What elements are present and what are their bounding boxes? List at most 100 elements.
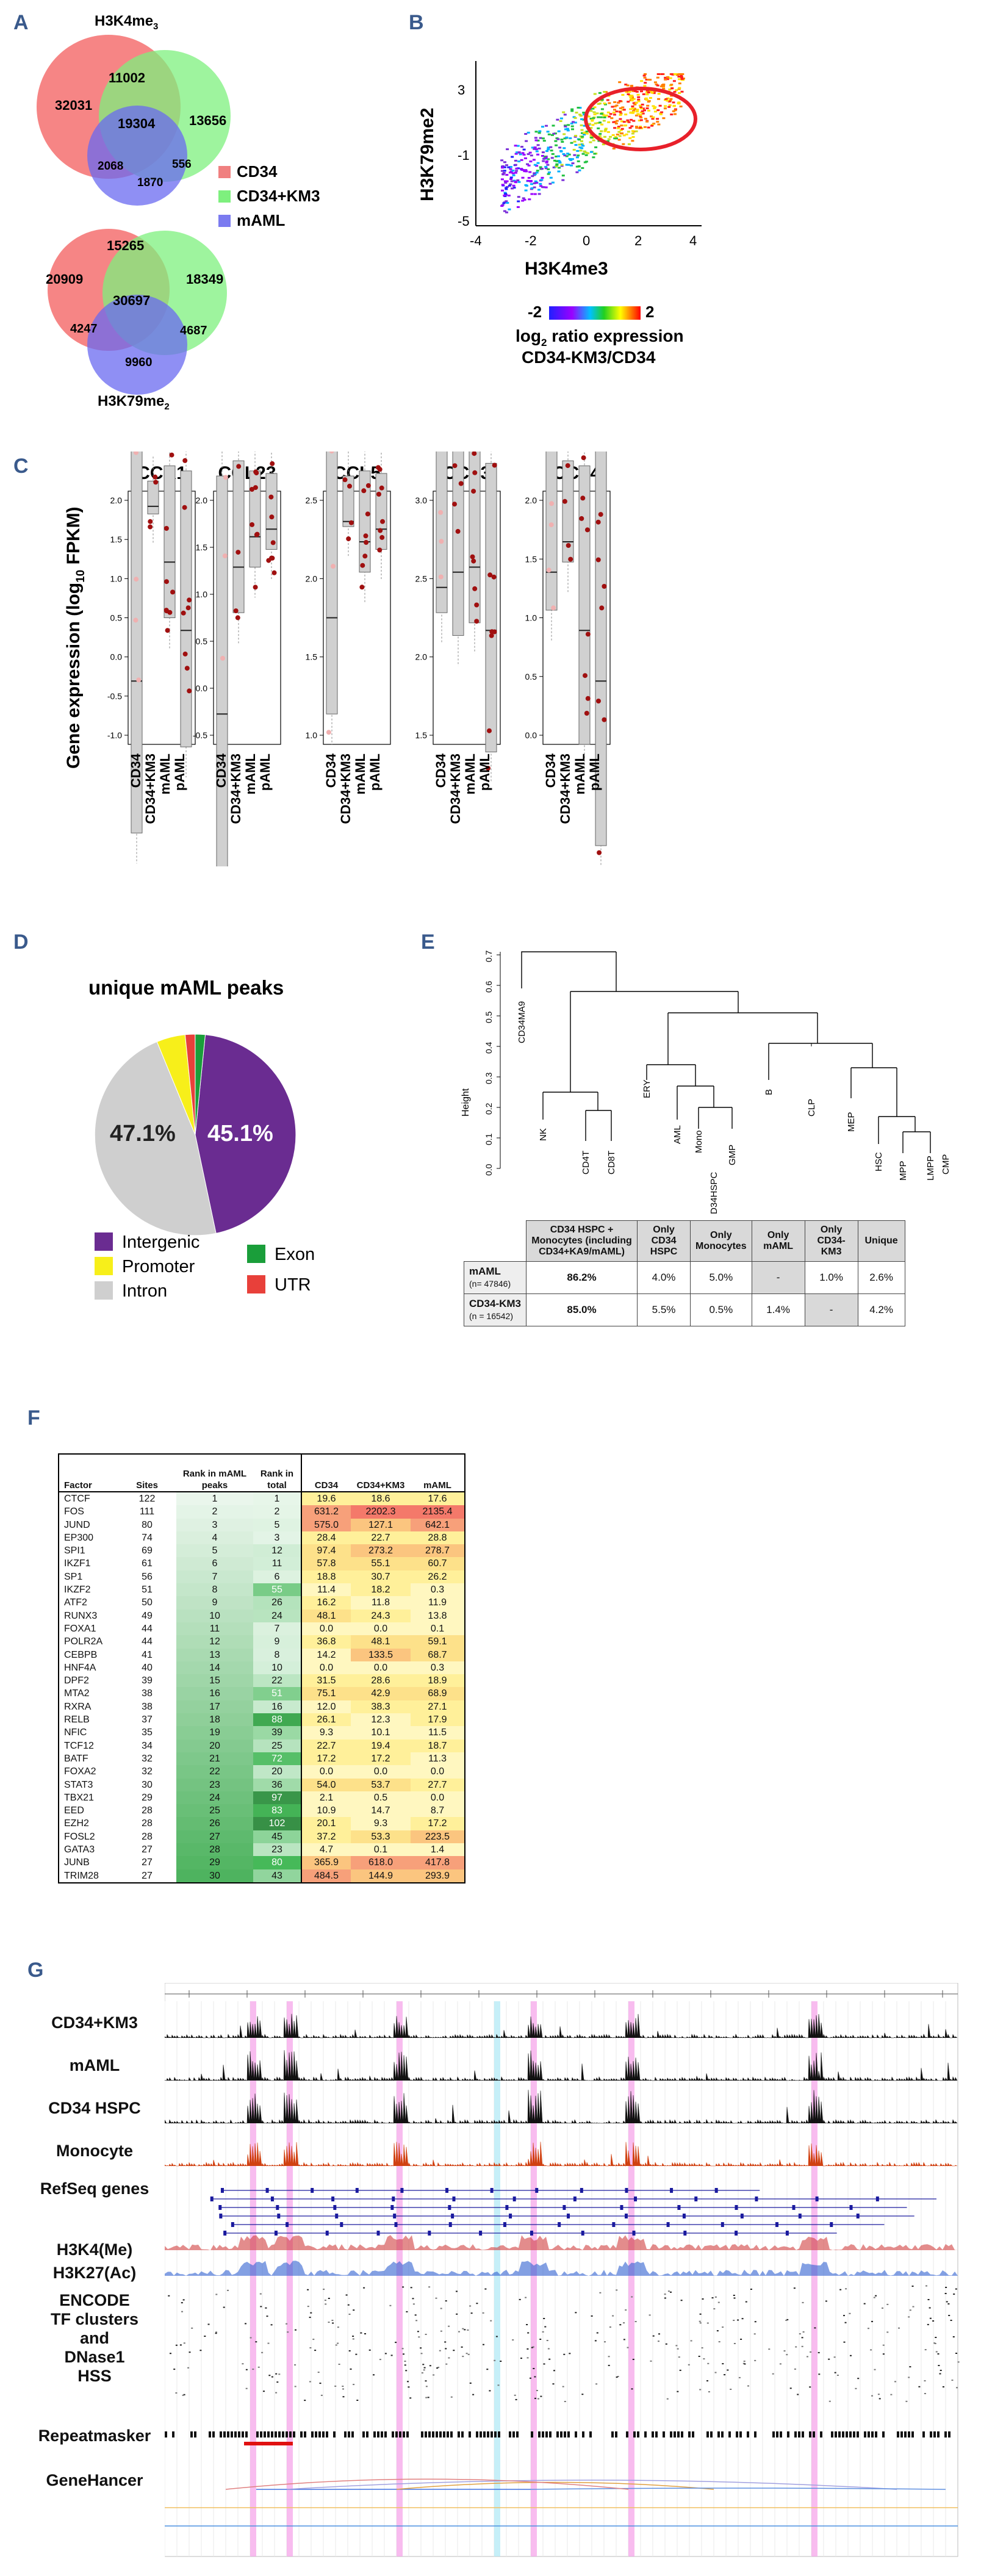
cell: 18.2 (351, 1583, 411, 1597)
scatter-point (604, 129, 608, 131)
boxplot-ccl4: CCL4 2.0 1.5 1.0 0.5 0.0 CD34 CD34+KM3 mAML pAML (525, 452, 611, 866)
scatter-point (506, 202, 509, 204)
scatter-point (635, 127, 639, 129)
scatter-point (560, 164, 564, 166)
cell: 24.3 (351, 1609, 411, 1622)
tf-header-cd34km3: CD34+KM3 (351, 1454, 411, 1492)
highlight-band (531, 2001, 537, 2556)
scatter-point (644, 97, 648, 99)
cell: 48.1 (351, 1635, 411, 1649)
data-point (471, 489, 476, 494)
ytick: 1.5 (415, 730, 428, 740)
scatter-point (544, 186, 548, 189)
cell: 0.0 (301, 1765, 351, 1779)
scatter-point (631, 105, 634, 107)
scatter-point (659, 85, 663, 88)
cell: 29 (142, 1792, 153, 1803)
scatter-point (570, 108, 574, 110)
cell: GATA3 (64, 1844, 95, 1855)
cell: 28.6 (351, 1674, 411, 1688)
scatter-point (618, 81, 622, 84)
scatter-point (608, 115, 611, 118)
boxplot-ylabel: Gene expression (log10 FPKM) (63, 506, 87, 769)
cell: 23 (253, 1843, 302, 1857)
scatter-point (649, 97, 652, 99)
scatter-point (598, 121, 602, 124)
scatter-point (670, 84, 674, 86)
panel-label-b: B (409, 11, 424, 34)
scatter-point (550, 157, 554, 159)
data-point (182, 651, 188, 657)
scatter-point (619, 129, 623, 131)
scatter-point (593, 93, 597, 95)
cell: 20 (253, 1765, 302, 1779)
scatter-point (555, 156, 558, 157)
data-point (133, 617, 138, 623)
scatter-point (639, 126, 642, 129)
track-label-encode: ENCODE TF clusters and DNase1 HSS (50, 2291, 139, 2385)
panel-label-c: C (13, 455, 29, 478)
venn-bottom-center: 30697 (113, 293, 150, 308)
cell: 38 (142, 1701, 153, 1712)
table-row: FOSL2 28 27 45 37.2 53.3 223.5 (59, 1830, 465, 1844)
scatter-point (578, 139, 581, 141)
scatter-point (579, 115, 583, 117)
data-point (365, 483, 371, 488)
data-point (452, 502, 457, 507)
scatter-point (630, 95, 634, 97)
scatter-point (562, 111, 566, 113)
colorbar-max: 2 (645, 303, 654, 321)
cell: 14.7 (351, 1804, 411, 1818)
box (452, 452, 464, 636)
scatter-point (600, 123, 604, 126)
scatter-point (632, 120, 636, 122)
cell: 7 (176, 1570, 253, 1584)
scatter-point (503, 192, 507, 194)
tf-header-factor: Factor (59, 1454, 118, 1492)
scatter-point (533, 186, 536, 189)
data-point (134, 577, 139, 582)
scatter-point (547, 158, 550, 160)
scatter-point (591, 120, 594, 122)
scatter-point (578, 113, 582, 116)
cell: 1.0% (804, 1261, 858, 1294)
scatter-point (519, 153, 522, 156)
data-point (379, 534, 385, 540)
scatter-point (534, 139, 538, 142)
group-label: CD34+KM3 (558, 754, 573, 824)
leaf-aml: AML (672, 1125, 683, 1144)
scatter-point (522, 154, 526, 156)
cell: 11.9 (411, 1596, 465, 1610)
ytick: 2.0 (196, 495, 208, 505)
data-point (549, 501, 555, 506)
scatter-point (629, 96, 633, 99)
scatter-point (508, 171, 512, 174)
cell: 11.3 (411, 1752, 465, 1766)
scatter-point (659, 112, 663, 115)
scatter-point (641, 107, 645, 110)
scatter-point (585, 131, 589, 133)
cell: 43 (253, 1869, 302, 1883)
scatter-point (602, 143, 605, 146)
cell: 28 (176, 1843, 253, 1857)
cell: 11 (253, 1557, 302, 1570)
scatter-point (545, 124, 548, 127)
data-point (492, 629, 497, 635)
scatter-point (641, 103, 644, 106)
cell: 20 (176, 1739, 253, 1752)
cell: TBX21 (64, 1792, 94, 1803)
scatter-point (535, 171, 539, 174)
cell: 27 (142, 1844, 153, 1855)
scatter-point (636, 113, 640, 115)
cell: 631.2 (301, 1505, 351, 1519)
scatter-point (645, 99, 649, 101)
data-point (164, 579, 169, 585)
cell: 26 (176, 1817, 253, 1830)
cell: FOS (64, 1506, 84, 1517)
cell: 133.5 (351, 1648, 411, 1661)
cell: 0.3 (411, 1661, 465, 1675)
data-point (148, 519, 153, 524)
highlight-band (811, 2001, 817, 2556)
scatter-point (666, 76, 669, 79)
scatter-point (570, 110, 574, 112)
